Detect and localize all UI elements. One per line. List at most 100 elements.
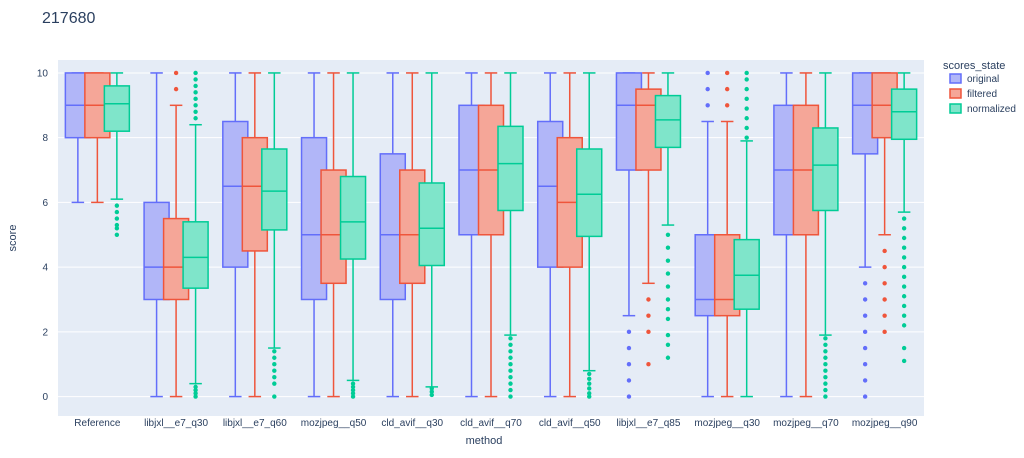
outlier-point	[665, 271, 671, 276]
outlier-point	[744, 116, 749, 121]
box-normalized-Reference	[103, 72, 131, 237]
x-tick-label-libjxl__e7_q60: libjxl__e7_q60	[223, 418, 287, 429]
outlier-point	[862, 362, 868, 367]
outlier-point	[901, 226, 907, 231]
outlier-point	[626, 345, 632, 351]
box-normalized-cld_avif__q50	[575, 72, 603, 399]
y-tick-label-10: 10	[37, 68, 49, 79]
x-tick-label-mozjpeg__q50: mozjpeg__q50	[301, 418, 367, 429]
outlier-point	[823, 342, 828, 347]
box-iqr	[339, 175, 367, 260]
outlier-point	[193, 90, 198, 95]
outlier-point	[193, 384, 198, 390]
outlier-point	[882, 248, 887, 254]
outlier-point	[508, 342, 513, 347]
box-normalized-libjxl__e7_q30	[182, 70, 209, 399]
outlier-point	[862, 297, 868, 302]
y-axis-title: score	[7, 225, 19, 252]
outlier-point	[665, 332, 671, 338]
outlier-point	[665, 284, 671, 289]
legend-title: scores_state	[943, 60, 1005, 72]
outlier-point	[823, 387, 828, 393]
outlier-point	[587, 386, 592, 391]
box-iqr	[733, 238, 760, 310]
outlier-point	[665, 232, 671, 237]
outlier-point	[193, 96, 198, 102]
outlier-point	[823, 368, 828, 373]
box-normalized-mozjpeg__q90	[890, 72, 918, 364]
outlier-point	[114, 232, 120, 237]
box-normalized-libjxl__e7_q85	[654, 72, 682, 360]
y-tick-label-2: 2	[42, 327, 48, 338]
legend-item-filtered[interactable]: filtered	[949, 88, 997, 100]
outlier-point	[508, 349, 513, 354]
outlier-point	[193, 83, 198, 89]
outlier-point	[272, 381, 277, 386]
outlier-point	[272, 349, 277, 354]
legend: scores_state original filtered normalized	[943, 60, 1016, 115]
outlier-point	[901, 303, 907, 309]
legend-swatch-original	[949, 73, 962, 84]
outlier-point	[350, 381, 356, 386]
outlier-point	[882, 313, 887, 318]
x-tick-label-cld_avif__q50: cld_avif__q50	[539, 418, 601, 429]
outlier-point	[193, 70, 198, 76]
y-tick-label-6: 6	[42, 198, 48, 209]
outlier-point	[823, 355, 828, 360]
outlier-point	[626, 394, 632, 399]
outlier-point	[823, 394, 828, 399]
outlier-point	[114, 209, 120, 215]
outlier-point	[882, 297, 887, 302]
outlier-point	[587, 371, 592, 377]
box-normalized-cld_avif__q70	[497, 72, 524, 399]
box-filtered-mozjpeg__q90	[871, 72, 898, 335]
box-normalized-cld_avif__q30	[418, 72, 446, 398]
y-tick-label-8: 8	[42, 133, 48, 144]
outlier-point	[508, 362, 513, 367]
outlier-point	[665, 342, 671, 347]
outlier-point	[862, 345, 868, 351]
outlier-point	[823, 362, 828, 367]
outlier-point	[862, 281, 868, 286]
outlier-point	[272, 374, 277, 380]
outlier-point	[665, 355, 671, 360]
legend-item-original[interactable]: original	[949, 73, 999, 85]
box-iqr	[418, 182, 446, 267]
box-iqr	[654, 94, 682, 149]
outlier-point	[587, 376, 592, 381]
x-tick-label-libjxl__e7_q30: libjxl__e7_q30	[144, 418, 208, 429]
outlier-point	[272, 362, 277, 367]
outlier-point	[193, 116, 198, 121]
outlier-point	[193, 391, 198, 396]
outlier-point	[508, 336, 513, 341]
outlier-point	[272, 355, 277, 360]
outlier-point	[862, 394, 868, 399]
outlier-point	[646, 329, 651, 335]
outlier-point	[508, 394, 513, 399]
x-tick-label-cld_avif__q30: cld_avif__q30	[381, 418, 443, 429]
outlier-point	[823, 336, 828, 341]
outlier-point	[724, 103, 730, 108]
outlier-point	[901, 255, 907, 260]
outlier-point	[823, 349, 828, 354]
box-iqr	[575, 148, 603, 238]
outlier-point	[705, 86, 710, 92]
outlier-point	[862, 329, 868, 335]
legend-item-normalized[interactable]: normalized	[949, 103, 1016, 115]
chart-title: 217680	[42, 10, 95, 27]
y-tick-label-4: 4	[42, 263, 48, 274]
outlier-point	[114, 222, 120, 228]
outlier-point	[882, 281, 887, 286]
outlier-point	[646, 362, 651, 367]
outlier-point	[705, 103, 710, 108]
outlier-point	[587, 394, 592, 399]
outlier-point	[744, 125, 749, 131]
box-normalized-libjxl__e7_q60	[261, 72, 288, 399]
outlier-point	[901, 345, 907, 351]
outlier-point	[114, 226, 120, 231]
outlier-point	[882, 264, 887, 270]
box-normalized-mozjpeg__q50	[339, 72, 367, 399]
outlier-point	[901, 235, 907, 241]
outlier-point	[744, 86, 749, 92]
outlier-point	[724, 86, 730, 92]
